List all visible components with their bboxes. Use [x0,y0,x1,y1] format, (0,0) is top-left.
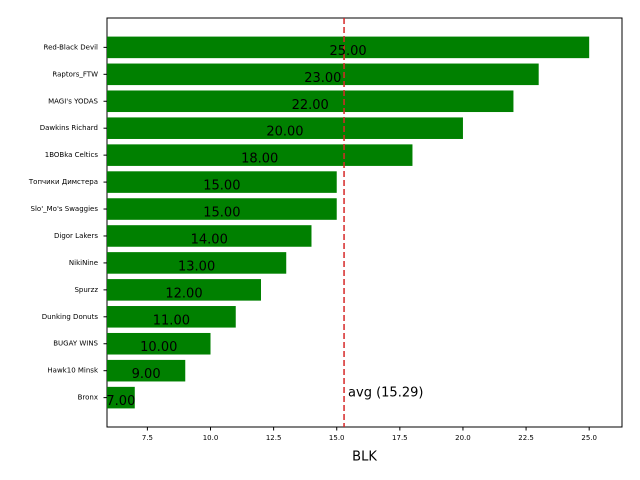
bar [107,306,236,328]
bar [107,63,539,86]
y-tick-label: MAGI's YODAS [48,97,98,105]
value-label: 15.00 [203,206,240,221]
value-label: 14.00 [191,232,228,247]
bar [107,386,135,409]
x-axis-label: BLK [352,450,377,465]
bar [107,117,463,139]
x-tick-label: 10.0 [203,434,219,442]
value-label: 9.00 [132,367,161,382]
bar [107,279,261,301]
y-tick-label: 1BOBka Celtics [45,151,99,159]
value-label: 23.00 [304,71,341,86]
y-tick-label: Red-Black Devil [44,43,99,51]
plot-frame [106,17,623,428]
x-tick-label: 25.0 [581,434,597,442]
y-tick-label: BUGAY WINS [53,340,98,348]
y-tick-label: Dunking Donuts [42,313,99,321]
y-tick-label: Hawk10 Minsk [47,367,99,375]
y-tick-label: Slo'_Mo's Swaggies [31,205,99,213]
x-tick-label: 17.5 [392,434,408,442]
y-tick-label: Dawkins Richard [40,124,98,132]
bar [107,359,186,382]
y-tick-label: Топчики Димстера [28,178,98,186]
value-label: 7.00 [106,394,135,409]
bar [107,332,211,355]
bar [107,225,312,247]
x-tick-label: 7.5 [142,434,153,442]
bar [107,252,287,274]
value-label: 13.00 [178,259,215,274]
bar [107,144,413,166]
y-tick-label: Spurzz [74,286,98,294]
y-tick-label: Bronx [78,394,98,402]
y-tick-label: Digor Lakers [54,232,98,240]
value-label: 20.00 [266,125,303,140]
y-tick-label: Raptors_FTW [52,70,98,78]
x-tick-label: 22.5 [518,434,534,442]
bar [107,90,514,113]
value-label: 18.00 [241,152,278,167]
value-label: 10.00 [140,340,177,355]
avg-label: avg (15.29) [348,386,423,401]
x-tick-label: 20.0 [455,434,471,442]
bar [107,36,590,59]
bar [107,198,337,220]
y-tick-label: NikiNine [69,259,98,267]
value-label: 15.00 [203,179,240,194]
value-label: 22.00 [292,98,329,113]
value-label: 25.00 [329,44,366,59]
x-tick-label: 15.0 [329,434,345,442]
x-tick-label: 12.5 [266,434,282,442]
value-label: 11.00 [153,313,190,328]
value-label: 12.00 [165,286,202,301]
bar [107,171,337,193]
